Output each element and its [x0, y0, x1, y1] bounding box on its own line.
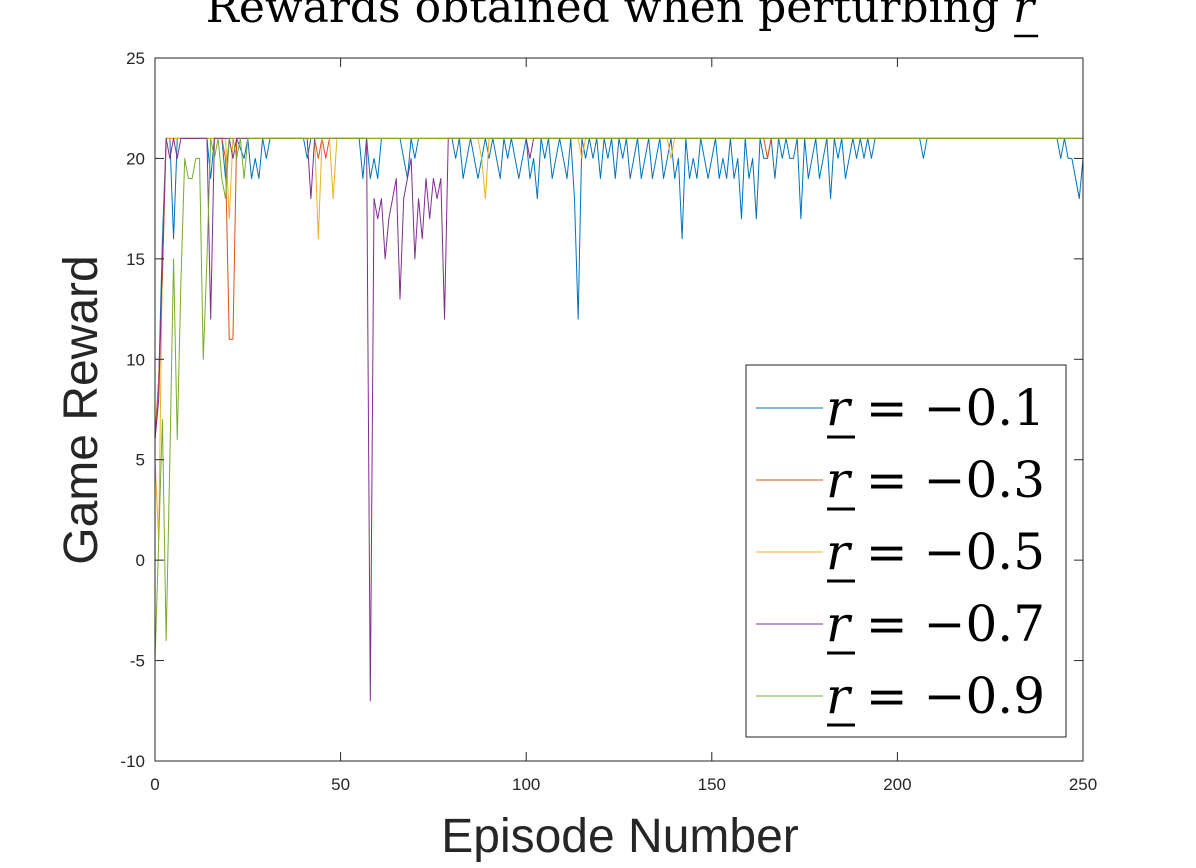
series-line-4 [154, 137, 1083, 702]
legend: r = −0.1r = −0.3r = −0.5r = −0.7r = −0.9 [745, 364, 1067, 738]
series-layer [154, 137, 1084, 702]
legend-symbol: r [826, 523, 853, 581]
x-axis-label: Episode Number [441, 810, 799, 863]
y-tick-label: 25 [126, 49, 145, 68]
x-tick-label: 150 [698, 775, 726, 794]
legend-value: = −0.1 [850, 379, 1045, 437]
legend-entry-label: r = −0.7 [826, 595, 1045, 653]
legend-entry-label: r = −0.3 [826, 451, 1045, 509]
legend-entry-label: r = −0.1 [826, 379, 1045, 437]
legend-entry-label: r = −0.9 [826, 667, 1045, 725]
y-tick-label: 20 [126, 149, 145, 168]
legend-value: = −0.5 [850, 523, 1045, 581]
legend-value: = −0.3 [850, 451, 1045, 509]
series-line-1 [154, 137, 1084, 440]
legend-symbol: r [826, 379, 853, 437]
x-tick-label: 250 [1069, 775, 1097, 794]
y-axis-label: Game Reward [55, 255, 108, 564]
legend-box [745, 364, 1067, 738]
y-tick-label: -5 [130, 652, 145, 671]
chart-title-text: Rewards obtained when perturbing [206, 0, 1013, 33]
chart-title-symbol: r [1013, 0, 1037, 33]
x-tick-label: 50 [331, 775, 350, 794]
legend-value: = −0.9 [850, 667, 1045, 725]
legend-symbol: r [826, 595, 853, 653]
tick-layer: 0 50 100 150 200 250 -10 -5 0 5 10 15 20 25 [120, 49, 1097, 794]
plot-frame [154, 57, 1084, 762]
series-line-5 [154, 137, 1083, 661]
legend-symbol: r [826, 451, 853, 509]
y-tick-label: 5 [136, 451, 145, 470]
legend-value: = −0.7 [850, 595, 1045, 653]
x-tick-label: 200 [883, 775, 911, 794]
y-tick-label: 10 [126, 350, 145, 369]
y-tick-label: 15 [126, 250, 145, 269]
legend-entry-label: r = −0.5 [826, 523, 1045, 581]
legend-symbol: r [826, 667, 853, 725]
y-tick-label: 0 [136, 551, 145, 570]
y-tick-label: -10 [120, 752, 145, 771]
x-tick-label: 100 [512, 775, 540, 794]
x-tick-label: 0 [150, 775, 159, 794]
chart-title: Rewards obtained when perturbing r [206, 0, 1037, 33]
